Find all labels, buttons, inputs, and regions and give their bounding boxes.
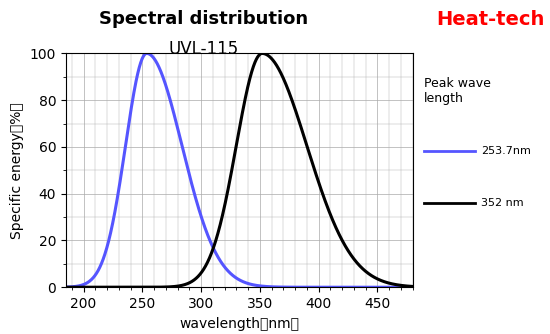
Text: Spectral distribution: Spectral distribution [99, 10, 308, 28]
Y-axis label: Specific energy（%）: Specific energy（%） [10, 102, 24, 239]
X-axis label: wavelength（nm）: wavelength（nm） [179, 317, 299, 331]
Text: 253.7nm: 253.7nm [481, 146, 531, 156]
Text: Peak wave
length: Peak wave length [425, 77, 491, 105]
Text: 352 nm: 352 nm [481, 198, 524, 208]
Text: UVL-115: UVL-115 [168, 40, 239, 58]
Text: Heat-tech: Heat-tech [436, 10, 544, 29]
